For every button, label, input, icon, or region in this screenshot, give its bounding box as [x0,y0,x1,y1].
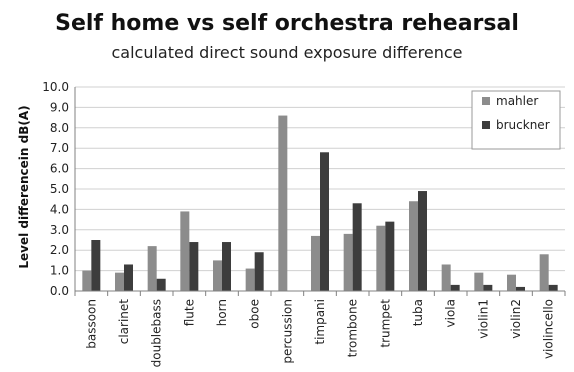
category-label: doublebass [150,299,164,367]
bar-bruckner-violin1 [483,284,493,291]
category-label: trombone [346,299,360,357]
category-label: viola [444,299,458,327]
bar-bruckner-timpani [320,152,329,291]
category-label: timpani [313,299,327,345]
bar-bruckner-tuba [418,191,427,291]
bar-mahler-horn [213,260,222,291]
bar-mahler-clarinet [115,272,124,291]
bar-mahler-trombone [343,233,353,291]
legend-swatch-mahler [482,97,490,105]
legend-label-bruckner: bruckner [496,118,550,132]
category-label: violincello [542,299,556,359]
bar-mahler-bassoon [82,270,92,291]
category-label: tuba [411,299,425,326]
category-label: horn [215,299,229,326]
bars [82,115,558,291]
x-axis [74,87,566,296]
bar-mahler-percussion [278,115,288,291]
legend-swatch-bruckner [482,121,490,129]
x-axis-categories: bassoon clarinet doublebass flute horn oboe pe… [84,299,555,368]
bar-bruckner-flute [189,242,199,291]
bar-mahler-violin2 [507,274,516,291]
category-label: clarinet [117,299,131,345]
bar-bruckner-violincello [548,284,558,291]
y-axis-label: Level differencein dB(A) [17,105,31,268]
category-label: violin1 [476,299,490,339]
bar-bruckner-oboe [254,252,264,291]
bar-mahler-tuba [409,201,418,291]
chart-subtitle: calculated direct sound exposure differe… [112,43,463,62]
y-tick-label: 10.0 [42,80,69,94]
y-axis-ticks: 0.0 1.0 2.0 3.0 4.0 5.0 6.0 7.0 8.0 9.0 10.0 [42,80,69,298]
bar-bruckner-doublebass [156,278,166,291]
legend: mahler bruckner [471,90,561,150]
category-label: percussion [280,299,294,364]
legend-label-mahler: mahler [496,94,538,108]
category-label: violin2 [509,299,523,339]
bar-mahler-flute [180,211,190,291]
bar-mahler-violincello [539,254,549,291]
y-tick-label: 6.0 [50,162,69,176]
bar-bruckner-bassoon [91,240,101,291]
category-label: trumpet [378,299,392,348]
bar-bruckner-clarinet [124,264,133,291]
y-tick-label: 1.0 [50,264,69,278]
y-tick-label: 2.0 [50,243,69,257]
bar-bruckner-violin2 [516,286,525,291]
chart-title: Self home vs self orchestra rehearsal [55,11,519,36]
y-tick-label: 4.0 [50,202,69,216]
y-tick-label: 5.0 [50,182,69,196]
y-tick-label: 9.0 [50,100,69,114]
bar-mahler-violin1 [474,272,484,291]
y-tick-label: 3.0 [50,223,69,237]
bar-mahler-trumpet [376,225,386,291]
bar-mahler-doublebass [147,246,157,291]
category-label: flute [182,299,196,326]
category-label: oboe [248,299,262,329]
bar-mahler-timpani [311,235,320,291]
bar-bruckner-viola [450,284,460,291]
bar-bruckner-trumpet [385,221,395,291]
bar-mahler-oboe [245,268,255,291]
bar-bruckner-trombone [352,203,362,291]
category-label: bassoon [84,299,98,349]
bar-bruckner-horn [222,242,231,291]
y-tick-label: 8.0 [50,121,69,135]
bar-mahler-viola [441,264,451,291]
y-tick-label: 7.0 [50,141,69,155]
y-tick-label: 0.0 [50,284,69,298]
